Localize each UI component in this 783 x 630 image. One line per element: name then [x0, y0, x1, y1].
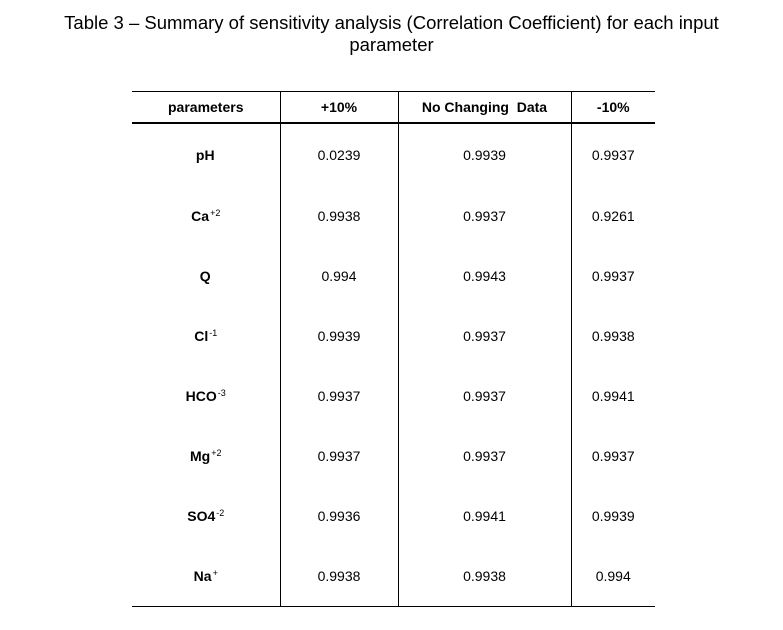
no-change-cell: 0.9937 [397, 426, 571, 486]
parameter-charge: -1 [209, 328, 218, 338]
parameter-charge: -2 [216, 508, 225, 518]
parameter-name: HCO [185, 388, 217, 404]
table-row: HCO-3 0.9937 0.9937 0.9941 [132, 366, 655, 426]
parameter-name: Cl [194, 328, 209, 344]
parameter-name: SO4 [187, 508, 216, 524]
parameter-cell: Cl-1 [132, 306, 280, 366]
no-change-cell: 0.9937 [397, 306, 571, 366]
parameter-cell: SO4-2 [132, 486, 280, 546]
caption-line-2: parameter [349, 34, 434, 55]
plus-10-cell: 0.9936 [279, 486, 398, 546]
parameter-cell: Ca+2 [132, 186, 280, 246]
parameter-charge: + [212, 568, 218, 578]
minus-10-cell: 0.9937 [570, 426, 655, 486]
parameter-charge: +2 [211, 448, 222, 458]
table-row: Na+ 0.9938 0.9938 0.994 [132, 546, 655, 607]
parameter-cell: Mg+2 [132, 426, 280, 486]
header-parameters: parameters [132, 91, 280, 124]
table-row: pH 0.0239 0.9939 0.9937 [132, 123, 655, 186]
parameter-name: Ca [191, 208, 210, 224]
minus-10-cell: 0.9261 [570, 186, 655, 246]
parameter-charge: +2 [210, 208, 221, 218]
parameter-name: Mg [190, 448, 211, 464]
table-row: Cl-1 0.9939 0.9937 0.9938 [132, 306, 655, 366]
parameter-cell: pH [132, 123, 280, 186]
parameter-name: Q [199, 268, 211, 284]
table-header: parameters +10% No Changing Data -10% [132, 91, 655, 124]
plus-10-cell: 0.9939 [279, 306, 398, 366]
sensitivity-table-container: parameters +10% No Changing Data -10% pH… [132, 91, 655, 607]
minus-10-cell: 0.994 [570, 546, 655, 607]
header-row: parameters +10% No Changing Data -10% [132, 91, 655, 124]
parameter-cell: HCO-3 [132, 366, 280, 426]
table-row: Mg+2 0.9937 0.9937 0.9937 [132, 426, 655, 486]
sensitivity-table: parameters +10% No Changing Data -10% pH… [132, 91, 655, 607]
table-body: pH 0.0239 0.9939 0.9937 Ca+2 0.9938 0.99… [132, 123, 655, 607]
header-no-changing-data: No Changing Data [397, 91, 571, 124]
minus-10-cell: 0.9941 [570, 366, 655, 426]
plus-10-cell: 0.9938 [279, 546, 398, 607]
header-plus-10: +10% [279, 91, 398, 124]
table-row: SO4-2 0.9936 0.9941 0.9939 [132, 486, 655, 546]
parameter-name: Na [193, 568, 212, 584]
no-change-cell: 0.9943 [397, 246, 571, 306]
parameter-cell: Q [132, 246, 280, 306]
plus-10-cell: 0.9937 [279, 366, 398, 426]
minus-10-cell: 0.9938 [570, 306, 655, 366]
plus-10-cell: 0.9938 [279, 186, 398, 246]
plus-10-cell: 0.0239 [279, 123, 398, 186]
parameter-cell: Na+ [132, 546, 280, 607]
plus-10-cell: 0.9937 [279, 426, 398, 486]
table-caption: Table 3 – Summary of sensitivity analysi… [0, 12, 783, 56]
no-change-cell: 0.9938 [397, 546, 571, 607]
no-change-cell: 0.9939 [397, 123, 571, 186]
minus-10-cell: 0.9939 [570, 486, 655, 546]
no-change-cell: 0.9937 [397, 186, 571, 246]
plus-10-cell: 0.994 [279, 246, 398, 306]
header-minus-10: -10% [570, 91, 655, 124]
no-change-cell: 0.9941 [397, 486, 571, 546]
table-row: Ca+2 0.9938 0.9937 0.9261 [132, 186, 655, 246]
no-change-cell: 0.9937 [397, 366, 571, 426]
minus-10-cell: 0.9937 [570, 246, 655, 306]
caption-line-1: Table 3 – Summary of sensitivity analysi… [64, 12, 719, 33]
parameter-name: pH [195, 147, 215, 163]
minus-10-cell: 0.9937 [570, 123, 655, 186]
parameter-charge: -3 [217, 388, 226, 398]
table-row: Q 0.994 0.9943 0.9937 [132, 246, 655, 306]
